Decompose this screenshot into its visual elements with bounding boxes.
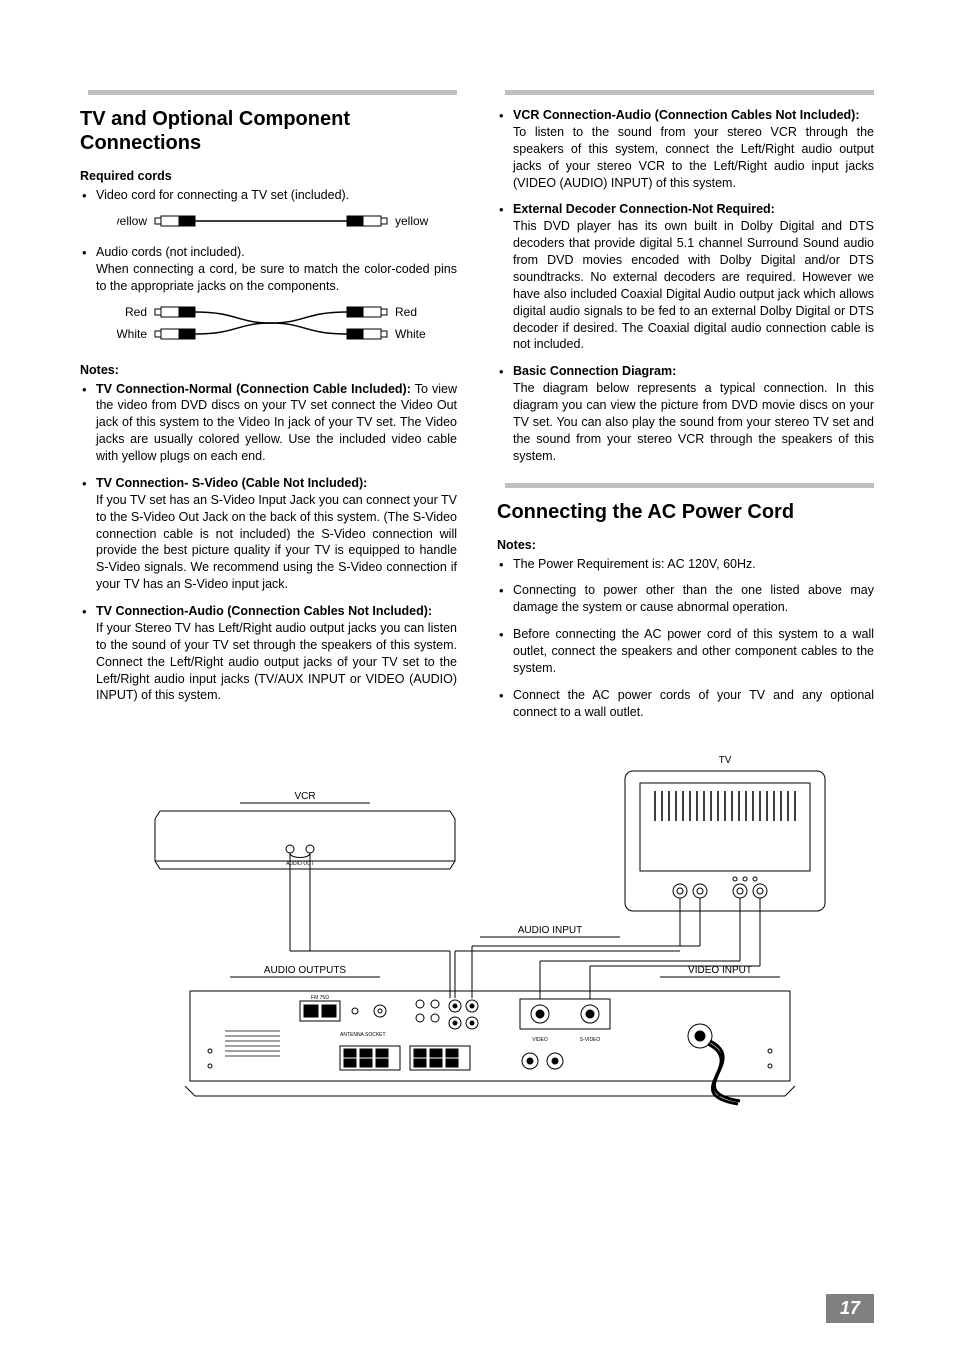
audio-cords-text: Audio cords (not included). <box>96 245 245 259</box>
cable-label: yellow <box>395 214 429 228</box>
svg-text:S-VIDEO: S-VIDEO <box>580 1037 601 1043</box>
note-body: To listen to the sound from your stereo … <box>513 125 874 190</box>
note-body: The diagram below represents a typical c… <box>513 381 874 463</box>
note-title: External Decoder Connection-Not Required… <box>513 202 775 216</box>
section-rule <box>88 90 457 95</box>
connection-diagram: TV VCR AUDIO OUT <box>80 751 874 1116</box>
left-notes-list: TV Connection-Normal (Connection Cable I… <box>80 381 457 705</box>
note-title: Basic Connection Diagram: <box>513 364 676 378</box>
cable-label: yellow <box>117 214 147 228</box>
list-item: External Decoder Connection-Not Required… <box>497 201 874 353</box>
list-item: Connecting to power other than the one l… <box>497 582 874 616</box>
list-item: TV Connection-Normal (Connection Cable I… <box>80 381 457 465</box>
cable-label: White <box>117 327 147 341</box>
svg-text:VIDEO: VIDEO <box>532 1037 548 1043</box>
note-title: TV Connection-Normal (Connection Cable I… <box>96 382 411 396</box>
cable-diagram-yellow: yellow yellow <box>117 210 437 234</box>
left-column: TV and Optional Component Connections Re… <box>80 90 457 731</box>
cable-label: White <box>395 327 426 341</box>
diagram-label-vcr: VCR <box>294 791 315 802</box>
list-item: Video cord for connecting a TV set (incl… <box>80 187 457 234</box>
note-body: If your Stereo TV has Left/Right audio o… <box>96 621 457 703</box>
cable-diagram-rw: Red White <box>117 301 437 353</box>
right-column: VCR Connection-Audio (Connection Cables … <box>497 90 874 731</box>
note-body: If you TV set has an S-Video Input Jack … <box>96 493 457 591</box>
list-item: Audio cords (not included). When connect… <box>80 244 457 353</box>
list-item: Basic Connection Diagram: The diagram be… <box>497 363 874 464</box>
page-number: 17 <box>826 1294 874 1323</box>
ac-notes-list: The Power Requirement is: AC 120V, 60Hz.… <box>497 556 874 721</box>
list-item: TV Connection- S-Video (Cable Not Includ… <box>80 475 457 593</box>
diagram-label-tv: TV <box>719 755 732 766</box>
list-item: Connect the AC power cords of your TV an… <box>497 687 874 721</box>
ac-notes-heading: Notes: <box>497 538 874 552</box>
list-item: VCR Connection-Audio (Connection Cables … <box>497 107 874 191</box>
right-notes-list: VCR Connection-Audio (Connection Cables … <box>497 107 874 465</box>
list-item: Before connecting the AC power cord of t… <box>497 626 874 677</box>
required-cords-heading: Required cords <box>80 169 457 183</box>
note-title: TV Connection-Audio (Connection Cables N… <box>96 604 432 618</box>
diagram-label-audio-outputs: AUDIO OUTPUTS <box>264 965 347 976</box>
list-item: The Power Requirement is: AC 120V, 60Hz. <box>497 556 874 573</box>
video-cord-text: Video cord for connecting a TV set (incl… <box>96 188 349 202</box>
notes-heading: Notes: <box>80 363 457 377</box>
note-body: This DVD player has its own built in Dol… <box>513 219 874 351</box>
section-title-ac: Connecting the AC Power Cord <box>497 500 874 524</box>
svg-text:FM 75Ω: FM 75Ω <box>311 995 329 1001</box>
diagram-svg: TV VCR AUDIO OUT <box>80 751 860 1111</box>
section-rule <box>505 90 874 95</box>
cable-label: Red <box>124 305 146 319</box>
svg-text:ANTENNA SOCKET: ANTENNA SOCKET <box>340 1032 386 1038</box>
section-title-tv: TV and Optional Component Connections <box>80 107 457 155</box>
diagram-label-audio-input: AUDIO INPUT <box>518 925 582 936</box>
audio-cords-follow: When connecting a cord, be sure to match… <box>96 262 457 293</box>
cable-label: Red <box>395 305 417 319</box>
note-title: VCR Connection-Audio (Connection Cables … <box>513 108 860 122</box>
required-cords-list: Video cord for connecting a TV set (incl… <box>80 187 457 353</box>
section-rule <box>505 483 874 488</box>
list-item: TV Connection-Audio (Connection Cables N… <box>80 603 457 704</box>
note-title: TV Connection- S-Video (Cable Not Includ… <box>96 476 367 490</box>
diagram-label-video-input: VIDEO INPUT <box>688 965 752 976</box>
